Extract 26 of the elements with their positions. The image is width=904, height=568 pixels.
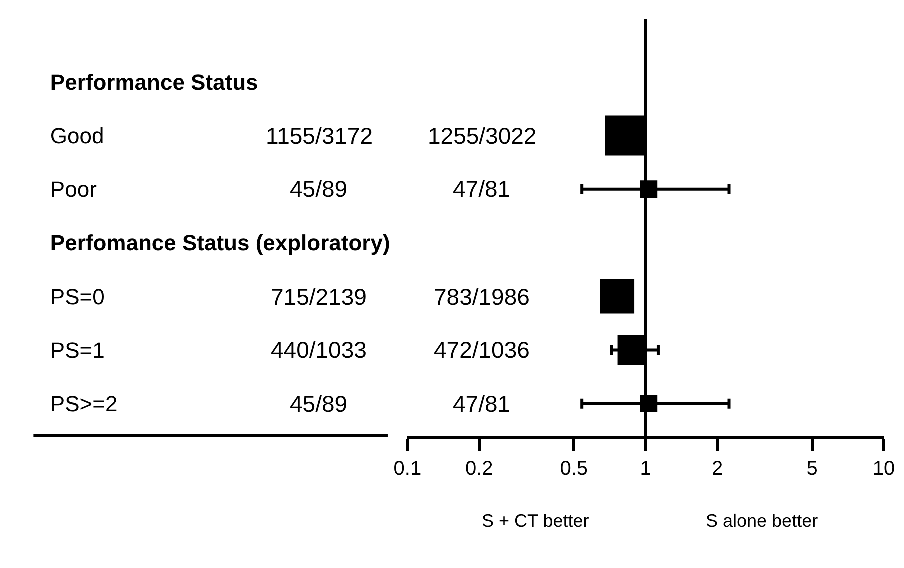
annotation: 783/1986	[434, 284, 530, 310]
annotation: 47/81	[453, 391, 511, 417]
y-tick-label: Perfomance Status (exploratory)	[50, 230, 390, 256]
x-tick-label: 1	[640, 458, 652, 480]
x-tick-label: 0.1	[394, 458, 422, 480]
x-tick-label: 2	[712, 458, 724, 480]
text: 45/89	[290, 391, 348, 417]
text: S + CT better	[482, 511, 590, 531]
y-tick-label: PS=0	[50, 284, 105, 310]
text: 45/89	[290, 176, 348, 202]
x-tick-label: 5	[806, 458, 818, 480]
text: S alone better	[706, 511, 818, 531]
x-tick-label: 10	[872, 458, 896, 480]
y-tick-label: Good	[50, 123, 104, 148]
y-tick-label: PS=1	[50, 338, 105, 363]
y-tick-label: PS>=2	[50, 392, 118, 417]
annotation: 1255/3022	[428, 123, 537, 149]
x-tick-label: 0.2	[465, 458, 494, 480]
text: 715/2139	[271, 284, 367, 310]
annotation: 472/1036	[434, 337, 530, 363]
x-tick-label: 0.5	[560, 458, 588, 480]
annotation: 47/81	[453, 176, 511, 202]
text: 1155/3172	[266, 123, 374, 149]
y-tick-label: Poor	[50, 177, 97, 202]
text: 440/1033	[271, 337, 367, 363]
y-tick-label: Performance Status	[50, 70, 258, 95]
